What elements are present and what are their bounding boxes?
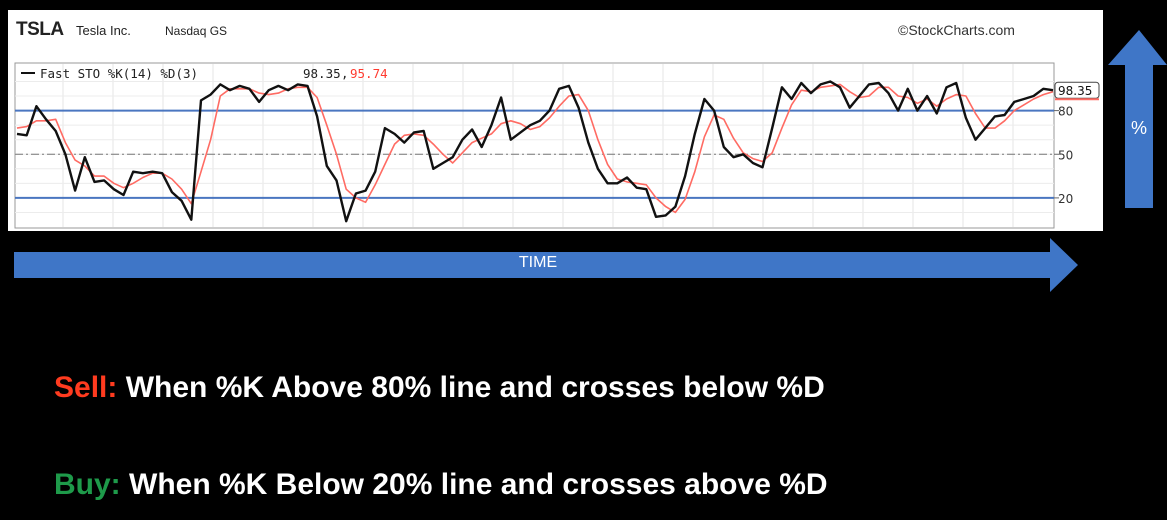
stochastic-chart: 20 50 80 98.35 Fast STO %K(14) %D(3) 98.35…	[14, 62, 1100, 229]
ticker-symbol: TSLA	[16, 19, 64, 40]
vertical-gridlines	[62, 64, 1014, 227]
sell-rule: Sell: When %K Above 80% line and crosses…	[54, 371, 825, 405]
series-line-k	[16, 80, 1054, 223]
y-tick-label: 20	[1058, 192, 1073, 206]
exchange-name: Nasdaq GS	[165, 24, 228, 38]
chart-legend: Fast STO %K(14) %D(3) 98.35 , 95.74	[21, 66, 388, 81]
company-name: Tesla Inc.	[76, 23, 131, 38]
legend-k-value: 98.35	[303, 66, 341, 81]
buy-rule-text: When %K Below 20% line and crosses above…	[129, 468, 828, 501]
stockcharts-watermark: ©StockCharts.com	[898, 22, 1015, 38]
last-value-text: 98.35	[1058, 84, 1092, 98]
percent-axis-label: %	[1130, 118, 1147, 138]
stochastic-chart-panel: 20 50 80 98.35 Fast STO %K(14) %D(3) 98.35…	[8, 10, 1103, 231]
y-tick-label: 50	[1058, 148, 1073, 162]
time-arrow-overlay	[14, 30, 1167, 292]
plot-area	[14, 62, 1055, 229]
time-axis-label: TIME	[518, 254, 558, 271]
legend-prefix: Fast STO %K(14) %D(3)	[40, 66, 198, 81]
buy-keyword: Buy:	[54, 468, 121, 501]
buy-rule: Buy: When %K Below 20% line and crosses …	[54, 468, 828, 502]
y-tick-label: 80	[1058, 105, 1073, 119]
series-group	[16, 80, 1054, 223]
percent-arrow-icon	[1108, 30, 1167, 208]
y-tick-labels: 20 50 80	[1054, 105, 1073, 206]
time-arrow-icon	[14, 238, 1078, 292]
sell-keyword: Sell:	[54, 371, 118, 404]
legend-d-value: 95.74	[350, 66, 388, 81]
series-line-d	[16, 83, 1054, 214]
last-value-badge: 98.35	[1054, 81, 1100, 101]
legend-comma: ,	[341, 66, 349, 81]
sell-rule-text: When %K Above 80% line and crosses below…	[125, 371, 825, 404]
